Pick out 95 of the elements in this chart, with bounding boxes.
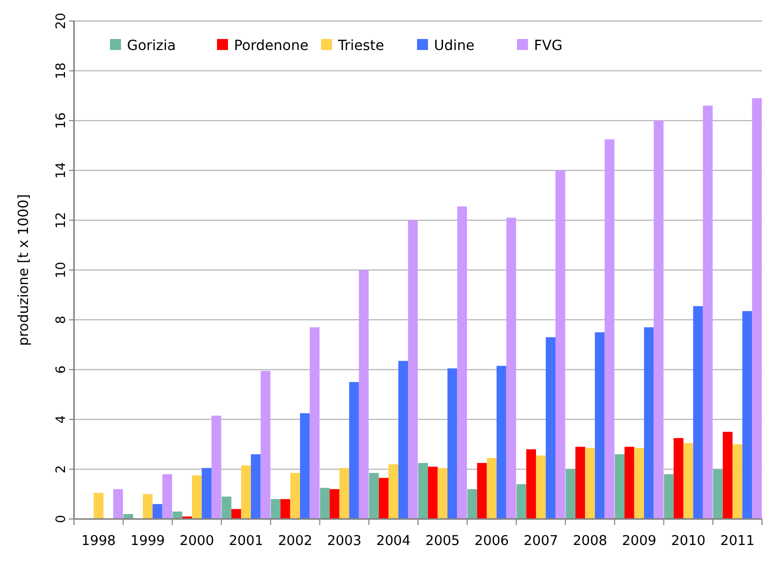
x-tick-label: 1999 <box>130 533 165 549</box>
bar <box>192 475 202 519</box>
bar <box>555 170 566 519</box>
x-tick-label: 2010 <box>671 533 706 549</box>
bar <box>732 444 742 519</box>
legend-label: Udine <box>434 38 475 54</box>
legend-label: FVG <box>534 38 562 54</box>
bar <box>526 449 536 519</box>
bar <box>398 360 408 519</box>
bar <box>358 270 369 519</box>
legend-label: Trieste <box>337 38 384 54</box>
y-tick-label: 18 <box>54 62 69 80</box>
bar <box>428 466 438 519</box>
x-tick-label: 2004 <box>376 533 411 549</box>
x-tick-label: 2001 <box>228 533 264 549</box>
x-tick-label: 2000 <box>180 533 214 549</box>
bar <box>742 311 752 519</box>
bar <box>202 468 212 519</box>
bar <box>634 448 644 519</box>
bar <box>162 474 172 519</box>
bar <box>310 327 320 519</box>
bar <box>546 337 556 519</box>
bar <box>467 489 478 519</box>
bar <box>222 496 232 519</box>
bar <box>241 465 251 519</box>
bar <box>585 448 595 519</box>
bar <box>339 468 350 519</box>
bar <box>594 332 605 519</box>
bar <box>654 120 664 519</box>
bar <box>211 416 222 519</box>
bar <box>566 469 576 519</box>
bar <box>752 98 762 519</box>
bar <box>260 370 270 519</box>
bar <box>624 446 634 519</box>
x-tick-label: 2007 <box>524 533 558 549</box>
y-tick-label: 12 <box>54 212 69 228</box>
y-tick-label: 8 <box>54 316 69 324</box>
x-tick-label: 2002 <box>278 533 312 549</box>
bar <box>496 366 506 519</box>
bar <box>683 443 694 519</box>
bar <box>418 462 428 519</box>
bar <box>113 489 123 519</box>
bar <box>604 139 614 519</box>
y-tick-label: 0 <box>54 514 69 524</box>
y-tick-label: 10 <box>54 262 69 278</box>
x-tick-label: 1998 <box>81 533 116 549</box>
bar <box>702 106 713 519</box>
bar <box>349 382 359 519</box>
bar <box>486 458 497 519</box>
bar <box>172 512 182 519</box>
bar <box>300 413 310 519</box>
y-tick-label: 2 <box>54 465 69 474</box>
bar <box>536 456 546 519</box>
bar <box>575 446 586 519</box>
bar <box>457 206 467 519</box>
bar <box>408 220 418 519</box>
bar <box>330 489 340 519</box>
bar <box>369 472 379 519</box>
x-tick-label: 2005 <box>425 533 460 549</box>
bar <box>231 509 242 519</box>
x-tick-label: 2003 <box>327 533 362 549</box>
bar <box>378 478 389 519</box>
bar <box>477 462 487 519</box>
bar <box>280 499 290 519</box>
bar <box>664 474 674 519</box>
legend-label: Pordenone <box>234 38 308 54</box>
x-tick-label: 2011 <box>720 533 755 549</box>
bar <box>674 438 684 519</box>
bar <box>506 218 516 519</box>
bar <box>614 454 625 519</box>
y-axis-title: produzione [t x 1000] <box>16 194 32 346</box>
bar <box>290 472 300 519</box>
y-tick-label: 20 <box>54 12 69 30</box>
y-tick-label: 4 <box>54 415 69 424</box>
y-tick-label: 14 <box>54 162 69 179</box>
bar <box>320 488 330 519</box>
bar <box>388 464 398 519</box>
legend-label: Gorizia <box>127 38 176 54</box>
bar <box>644 327 654 519</box>
bar <box>516 484 526 519</box>
bar <box>722 432 733 519</box>
bar <box>270 499 281 519</box>
x-tick-label: 2009 <box>622 533 656 549</box>
bar <box>152 504 162 519</box>
bar <box>250 454 261 519</box>
bar <box>447 368 458 519</box>
x-tick-label: 2006 <box>474 533 509 549</box>
x-tick-label: 2008 <box>572 533 608 549</box>
bar <box>94 492 104 519</box>
bar <box>142 494 153 519</box>
y-tick-label: 6 <box>54 365 69 374</box>
bar <box>438 468 448 519</box>
bar <box>693 306 703 519</box>
y-tick-label: 16 <box>54 112 69 129</box>
bar <box>713 469 723 519</box>
